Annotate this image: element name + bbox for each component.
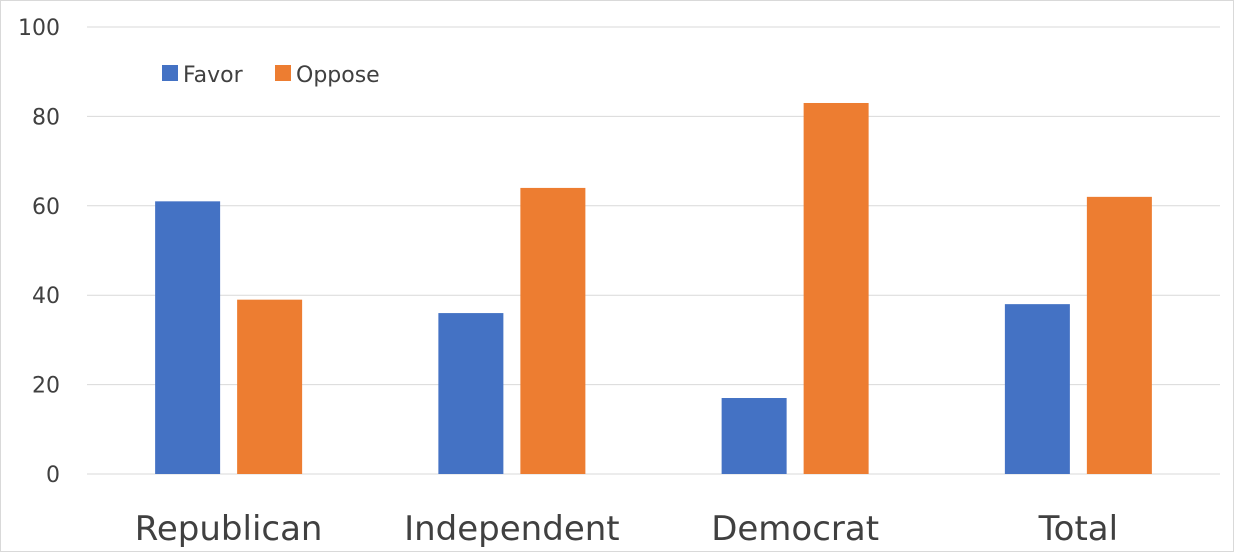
category-label: Independent — [404, 509, 620, 549]
y-tick-label: 100 — [18, 16, 60, 41]
legend: Favor Oppose — [162, 63, 380, 88]
bar-favor-democrat — [721, 398, 787, 474]
y-tick-label: 80 — [32, 105, 60, 130]
bars — [155, 102, 1152, 475]
bar-oppose-republican — [237, 299, 303, 474]
legend-swatch-favor — [162, 65, 178, 81]
y-tick-label: 20 — [32, 374, 60, 399]
legend-label-oppose: Oppose — [296, 63, 380, 88]
bar-oppose-total — [1086, 196, 1152, 475]
y-tick-label: 40 — [32, 284, 60, 309]
category-label: Total — [1038, 509, 1118, 549]
category-label: Republican — [135, 509, 323, 549]
y-tick-label: 60 — [32, 195, 60, 220]
bar-oppose-independent — [520, 187, 586, 475]
y-axis-tick-labels: 0 20 40 60 80 100 — [18, 16, 60, 488]
bar-oppose-democrat — [803, 102, 869, 475]
bar-favor-republican — [155, 201, 221, 474]
category-label: Democrat — [711, 509, 879, 549]
x-axis-category-labels: Republican Independent Democrat Total — [135, 509, 1118, 549]
bar-favor-total — [1004, 304, 1070, 474]
bar-favor-independent — [438, 313, 504, 474]
y-tick-label: 0 — [46, 463, 60, 488]
legend-label-favor: Favor — [183, 63, 244, 88]
legend-swatch-oppose — [275, 65, 291, 81]
